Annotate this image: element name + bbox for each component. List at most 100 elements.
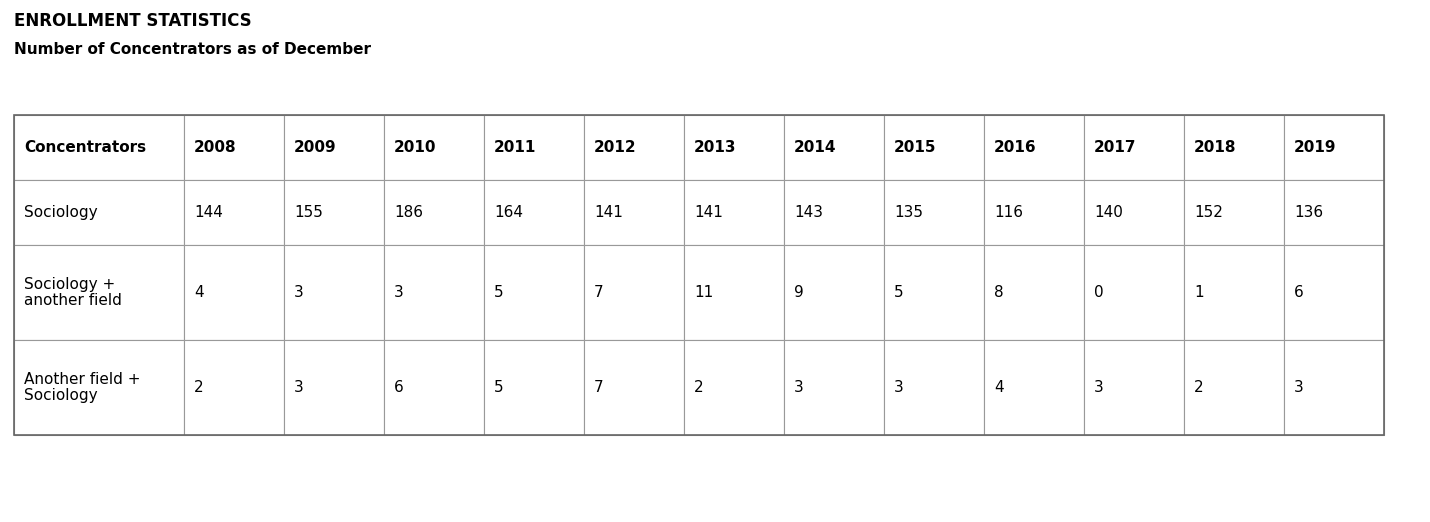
Bar bbox=[784, 115, 884, 180]
Text: Sociology: Sociology bbox=[24, 205, 97, 220]
Bar bbox=[884, 115, 984, 180]
Text: 2015: 2015 bbox=[894, 140, 937, 155]
Bar bbox=[784, 180, 884, 245]
Bar bbox=[583, 245, 684, 340]
Bar bbox=[1184, 180, 1284, 245]
Text: 141: 141 bbox=[593, 205, 623, 220]
Bar bbox=[583, 115, 684, 180]
Bar bbox=[684, 245, 784, 340]
Bar bbox=[285, 115, 385, 180]
Bar bbox=[14, 115, 184, 180]
Text: 3: 3 bbox=[894, 380, 904, 395]
Text: 4: 4 bbox=[994, 380, 1004, 395]
Bar bbox=[285, 180, 385, 245]
Text: 144: 144 bbox=[194, 205, 223, 220]
Text: 3: 3 bbox=[1094, 380, 1104, 395]
Bar bbox=[784, 340, 884, 435]
Text: 6: 6 bbox=[395, 380, 403, 395]
Text: 8: 8 bbox=[994, 285, 1004, 300]
Text: 5: 5 bbox=[493, 285, 503, 300]
Text: 2009: 2009 bbox=[295, 140, 336, 155]
Text: 2018: 2018 bbox=[1194, 140, 1237, 155]
Bar bbox=[285, 245, 385, 340]
Bar bbox=[583, 340, 684, 435]
Text: 3: 3 bbox=[794, 380, 804, 395]
Text: 2016: 2016 bbox=[994, 140, 1037, 155]
Text: Number of Concentrators as of December: Number of Concentrators as of December bbox=[14, 42, 370, 57]
Bar bbox=[884, 245, 984, 340]
Text: 5: 5 bbox=[894, 285, 904, 300]
Text: 155: 155 bbox=[295, 205, 323, 220]
Bar bbox=[784, 245, 884, 340]
Text: 3: 3 bbox=[395, 285, 403, 300]
Text: 1: 1 bbox=[1194, 285, 1204, 300]
Bar bbox=[684, 115, 784, 180]
Bar bbox=[184, 245, 285, 340]
Bar bbox=[1284, 180, 1384, 245]
Bar bbox=[984, 245, 1084, 340]
Text: 2: 2 bbox=[1194, 380, 1204, 395]
Bar bbox=[385, 115, 483, 180]
Bar bbox=[583, 180, 684, 245]
Text: 9: 9 bbox=[794, 285, 804, 300]
Text: 5: 5 bbox=[493, 380, 503, 395]
Bar bbox=[483, 340, 583, 435]
Text: 2: 2 bbox=[694, 380, 704, 395]
Bar bbox=[285, 340, 385, 435]
Text: 164: 164 bbox=[493, 205, 523, 220]
Bar bbox=[14, 115, 1384, 435]
Bar bbox=[1184, 245, 1284, 340]
Text: 116: 116 bbox=[994, 205, 1022, 220]
Text: 141: 141 bbox=[694, 205, 724, 220]
Text: ENROLLMENT STATISTICS: ENROLLMENT STATISTICS bbox=[14, 12, 252, 30]
Text: 2017: 2017 bbox=[1094, 140, 1137, 155]
Bar bbox=[483, 180, 583, 245]
Text: 7: 7 bbox=[593, 380, 603, 395]
Bar bbox=[1284, 115, 1384, 180]
Bar bbox=[385, 245, 483, 340]
Bar bbox=[1084, 245, 1184, 340]
Bar bbox=[884, 180, 984, 245]
Text: 140: 140 bbox=[1094, 205, 1123, 220]
Bar bbox=[984, 180, 1084, 245]
Text: Concentrators: Concentrators bbox=[24, 140, 146, 155]
Bar bbox=[385, 180, 483, 245]
Text: 6: 6 bbox=[1294, 285, 1304, 300]
Text: Sociology: Sociology bbox=[24, 388, 97, 403]
Bar bbox=[483, 245, 583, 340]
Text: 2019: 2019 bbox=[1294, 140, 1337, 155]
Text: 152: 152 bbox=[1194, 205, 1223, 220]
Bar bbox=[184, 180, 285, 245]
Text: 2014: 2014 bbox=[794, 140, 837, 155]
Text: 0: 0 bbox=[1094, 285, 1104, 300]
Bar bbox=[1284, 245, 1384, 340]
Bar bbox=[1284, 340, 1384, 435]
Text: Another field +: Another field + bbox=[24, 372, 140, 387]
Text: 2012: 2012 bbox=[593, 140, 636, 155]
Bar bbox=[14, 180, 184, 245]
Bar bbox=[14, 245, 184, 340]
Bar bbox=[1184, 115, 1284, 180]
Bar bbox=[684, 180, 784, 245]
Bar bbox=[385, 340, 483, 435]
Text: another field: another field bbox=[24, 293, 122, 308]
Text: 2010: 2010 bbox=[395, 140, 436, 155]
Bar bbox=[483, 115, 583, 180]
Text: 4: 4 bbox=[194, 285, 203, 300]
Bar bbox=[184, 340, 285, 435]
Text: Sociology +: Sociology + bbox=[24, 277, 116, 292]
Text: 2008: 2008 bbox=[194, 140, 236, 155]
Bar bbox=[984, 340, 1084, 435]
Bar bbox=[884, 340, 984, 435]
Bar bbox=[1084, 340, 1184, 435]
Text: 136: 136 bbox=[1294, 205, 1323, 220]
Bar bbox=[14, 340, 184, 435]
Bar bbox=[1084, 180, 1184, 245]
Bar bbox=[184, 115, 285, 180]
Text: 186: 186 bbox=[395, 205, 423, 220]
Bar bbox=[1184, 340, 1284, 435]
Text: 2: 2 bbox=[194, 380, 203, 395]
Text: 143: 143 bbox=[794, 205, 824, 220]
Text: 3: 3 bbox=[1294, 380, 1304, 395]
Text: 3: 3 bbox=[295, 380, 303, 395]
